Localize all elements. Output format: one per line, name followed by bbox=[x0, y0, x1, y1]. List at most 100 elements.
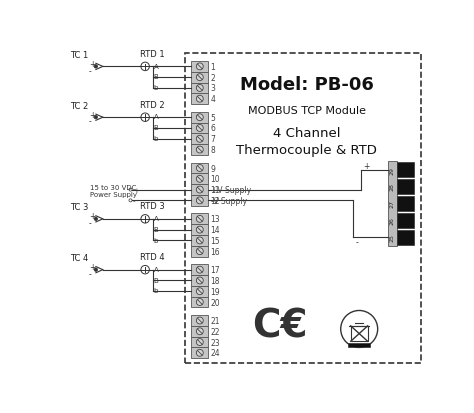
Text: +: + bbox=[133, 187, 139, 193]
Circle shape bbox=[196, 96, 203, 103]
Text: -V Supply: -V Supply bbox=[211, 197, 247, 205]
Circle shape bbox=[196, 248, 203, 255]
Text: RTD 4: RTD 4 bbox=[140, 253, 164, 261]
Bar bbox=[191, 62, 208, 73]
Text: B: B bbox=[154, 277, 158, 283]
Text: 9: 9 bbox=[210, 164, 216, 173]
Text: 6: 6 bbox=[210, 124, 216, 133]
Text: TC 2: TC 2 bbox=[70, 101, 88, 110]
Circle shape bbox=[196, 339, 203, 346]
Circle shape bbox=[196, 64, 203, 71]
Text: 16: 16 bbox=[210, 247, 220, 256]
Text: 8: 8 bbox=[210, 146, 215, 155]
Circle shape bbox=[341, 311, 378, 348]
Bar bbox=[191, 316, 208, 326]
Bar bbox=[191, 94, 208, 105]
Bar bbox=[191, 134, 208, 145]
Text: 1: 1 bbox=[210, 63, 215, 72]
Bar bbox=[351, 326, 368, 342]
Bar bbox=[191, 83, 208, 94]
Text: TC 3: TC 3 bbox=[70, 203, 88, 211]
Bar bbox=[191, 235, 208, 246]
Bar bbox=[191, 265, 208, 275]
Circle shape bbox=[196, 216, 203, 223]
Text: b: b bbox=[154, 136, 158, 142]
Text: 4: 4 bbox=[210, 95, 216, 104]
Text: +: + bbox=[89, 212, 95, 221]
Circle shape bbox=[129, 199, 132, 202]
Text: 12: 12 bbox=[210, 197, 220, 205]
Text: -: - bbox=[133, 198, 135, 204]
Text: 26: 26 bbox=[390, 217, 395, 225]
Bar bbox=[397, 196, 414, 211]
Circle shape bbox=[196, 266, 203, 273]
Text: 25: 25 bbox=[390, 234, 395, 242]
Text: 24: 24 bbox=[210, 349, 220, 358]
Text: Thermocouple & RTD: Thermocouple & RTD bbox=[237, 144, 377, 157]
Text: C€: C€ bbox=[252, 306, 308, 344]
Text: B: B bbox=[154, 226, 158, 232]
Text: 18: 18 bbox=[210, 276, 220, 285]
Circle shape bbox=[94, 268, 98, 272]
Text: b: b bbox=[154, 237, 158, 243]
Bar bbox=[191, 275, 208, 286]
Circle shape bbox=[141, 215, 149, 223]
Text: -: - bbox=[89, 269, 91, 278]
Bar bbox=[397, 230, 414, 245]
Text: 5: 5 bbox=[210, 114, 216, 122]
Circle shape bbox=[141, 266, 149, 274]
Bar bbox=[388, 162, 397, 246]
Circle shape bbox=[196, 136, 203, 143]
Circle shape bbox=[196, 349, 203, 356]
Circle shape bbox=[141, 114, 149, 122]
Bar bbox=[191, 246, 208, 257]
Circle shape bbox=[94, 66, 98, 69]
Text: +: + bbox=[89, 262, 95, 271]
Circle shape bbox=[196, 227, 203, 233]
Circle shape bbox=[141, 63, 149, 71]
Bar bbox=[191, 214, 208, 225]
Circle shape bbox=[196, 125, 203, 132]
Text: TC 4: TC 4 bbox=[70, 253, 88, 262]
Circle shape bbox=[129, 189, 132, 192]
Text: 19: 19 bbox=[210, 287, 220, 296]
Text: -: - bbox=[89, 218, 91, 228]
Text: B: B bbox=[154, 74, 158, 80]
Text: 14: 14 bbox=[210, 225, 220, 235]
Text: Power Supply: Power Supply bbox=[90, 192, 137, 198]
Bar bbox=[397, 162, 414, 178]
Text: 21: 21 bbox=[210, 316, 220, 325]
Text: 20: 20 bbox=[210, 298, 220, 307]
Circle shape bbox=[196, 237, 203, 244]
Text: 13: 13 bbox=[210, 215, 220, 224]
Bar bbox=[191, 73, 208, 83]
Circle shape bbox=[196, 165, 203, 172]
Text: 15 to 30 VDC: 15 to 30 VDC bbox=[90, 185, 136, 191]
Circle shape bbox=[94, 116, 98, 120]
Bar bbox=[191, 195, 208, 206]
Circle shape bbox=[196, 147, 203, 154]
Circle shape bbox=[196, 74, 203, 81]
Circle shape bbox=[196, 197, 203, 204]
Text: 3: 3 bbox=[210, 84, 216, 93]
Bar bbox=[191, 185, 208, 195]
Text: 7: 7 bbox=[210, 135, 216, 144]
Bar bbox=[191, 297, 208, 308]
Circle shape bbox=[196, 299, 203, 306]
Text: -: - bbox=[89, 117, 91, 126]
Text: 15: 15 bbox=[210, 236, 220, 245]
Bar bbox=[191, 123, 208, 134]
Circle shape bbox=[196, 114, 203, 121]
Text: A: A bbox=[154, 216, 158, 221]
Bar bbox=[348, 343, 370, 347]
Circle shape bbox=[196, 85, 203, 92]
Bar bbox=[185, 54, 421, 363]
Text: 2: 2 bbox=[210, 74, 215, 83]
Text: +: + bbox=[89, 59, 95, 69]
Text: Model: PB-06: Model: PB-06 bbox=[240, 76, 374, 94]
Bar bbox=[191, 286, 208, 297]
Text: A: A bbox=[154, 64, 158, 69]
Text: 4 Channel: 4 Channel bbox=[273, 127, 341, 140]
Text: b: b bbox=[154, 85, 158, 91]
Text: A: A bbox=[154, 266, 158, 272]
